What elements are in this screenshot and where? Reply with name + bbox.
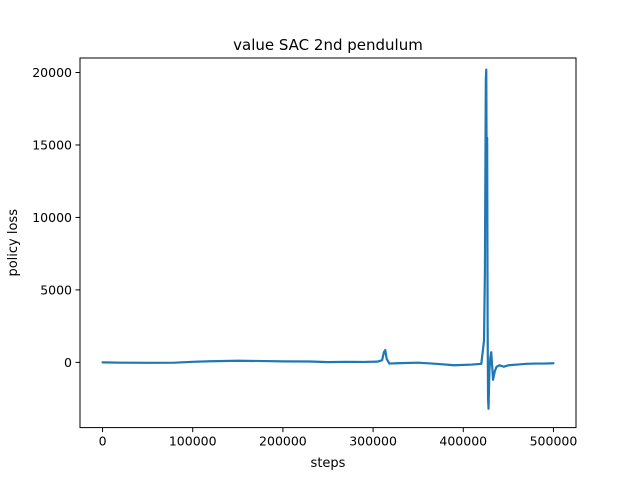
y-tick-label: 20000 — [32, 65, 72, 80]
y-axis-label: policy loss — [6, 209, 21, 277]
x-tick-label: 0 — [99, 434, 107, 449]
x-tick-label: 500000 — [530, 434, 578, 449]
x-axis-label: steps — [311, 456, 346, 471]
y-tick-label: 5000 — [40, 282, 72, 297]
x-tick-label: 200000 — [259, 434, 307, 449]
y-tick-label: 10000 — [32, 210, 72, 225]
x-tick-label: 400000 — [439, 434, 487, 449]
chart-title: value SAC 2nd pendulum — [233, 36, 423, 54]
series-line-0 — [101, 68, 555, 410]
y-tick-label: 0 — [64, 355, 72, 370]
x-tick-label: 100000 — [169, 434, 217, 449]
x-tick-label: 300000 — [349, 434, 397, 449]
x-axis: 0 100000 200000 300000 400000 500000 — [99, 427, 578, 449]
series-layer — [101, 68, 555, 410]
plot-area-frame — [79, 57, 577, 429]
y-axis: 0 5000 10000 15000 20000 — [32, 65, 80, 370]
y-tick-label: 15000 — [32, 137, 72, 152]
